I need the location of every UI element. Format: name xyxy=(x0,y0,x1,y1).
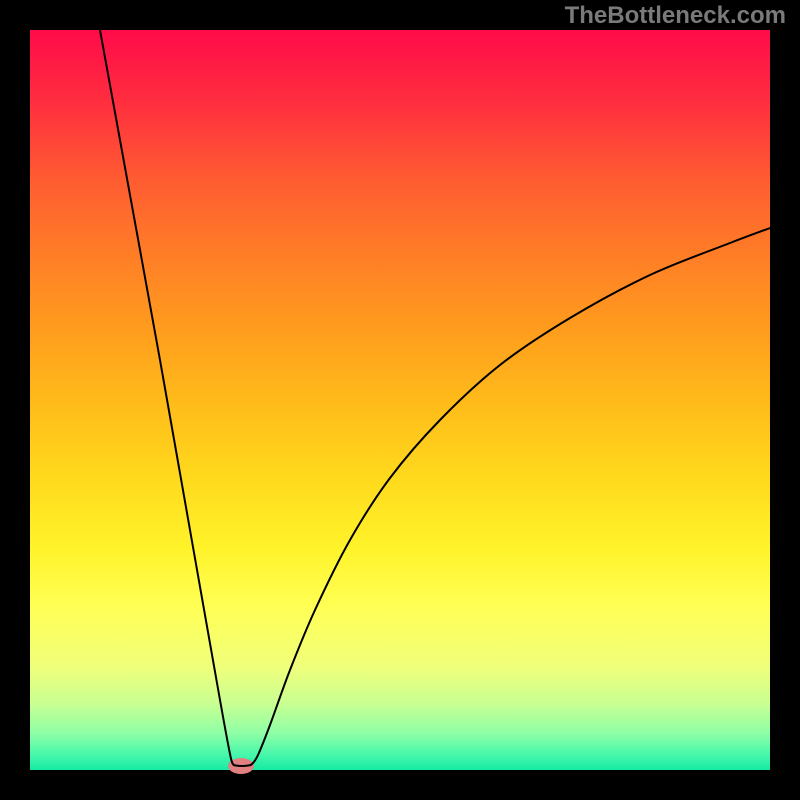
gradient-background xyxy=(30,30,770,770)
bottleneck-chart xyxy=(0,0,800,800)
chart-container: TheBottleneck.com xyxy=(0,0,800,800)
watermark-text: TheBottleneck.com xyxy=(565,2,786,30)
